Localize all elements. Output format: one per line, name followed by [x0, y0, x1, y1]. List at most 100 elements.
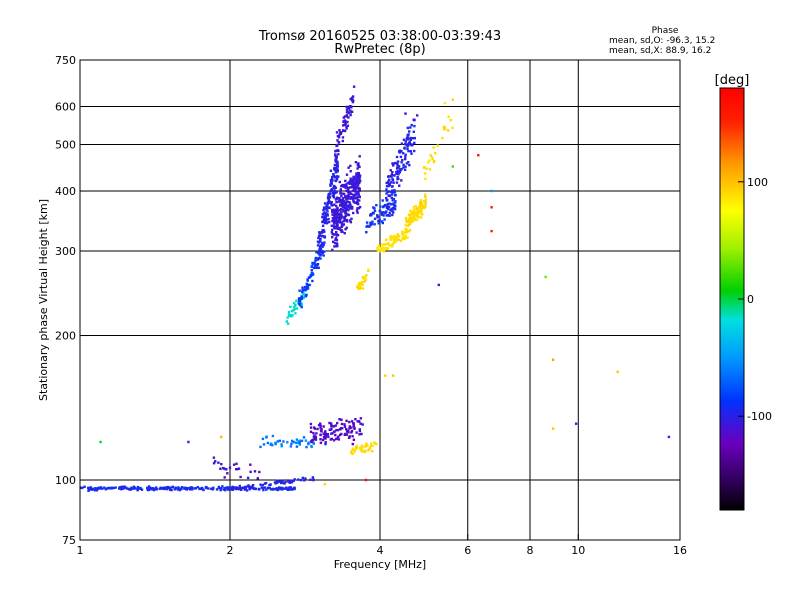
data-point [335, 158, 338, 161]
data-point [370, 222, 374, 225]
data-point [334, 186, 337, 189]
data-point [340, 202, 343, 205]
data-point [403, 146, 406, 149]
data-point [356, 184, 360, 187]
data-point [369, 444, 373, 447]
data-point [350, 426, 353, 429]
data-point [321, 251, 324, 254]
data-point [355, 179, 358, 182]
data-point [331, 432, 334, 435]
data-point [373, 223, 376, 226]
data-point [343, 218, 346, 221]
data-point [304, 295, 308, 298]
data-point [352, 176, 356, 180]
data-point [349, 451, 353, 454]
data-point [424, 172, 427, 175]
data-point [345, 189, 348, 192]
data-point [409, 138, 412, 141]
data-point [347, 436, 351, 439]
data-point [380, 220, 384, 223]
data-point [319, 240, 322, 243]
data-point [205, 485, 208, 489]
data-point [410, 216, 413, 219]
data-point [352, 423, 355, 426]
scatter-points [80, 85, 671, 492]
data-point [323, 221, 326, 224]
data-point [451, 165, 454, 168]
data-point [397, 234, 401, 238]
data-point [396, 164, 399, 167]
data-point [358, 429, 362, 433]
x-tick-label: 8 [527, 544, 534, 557]
data-point [325, 219, 328, 222]
data-point [223, 476, 226, 479]
data-point [342, 220, 345, 223]
data-point [307, 442, 310, 446]
data-point [340, 418, 343, 421]
data-point [424, 195, 427, 199]
data-point [333, 241, 337, 245]
colorbar-tick-label: -100 [747, 410, 772, 423]
data-point [430, 155, 434, 159]
data-point [413, 137, 416, 140]
data-point [340, 199, 343, 202]
data-point [323, 241, 326, 244]
data-point [311, 273, 315, 276]
data-point [392, 197, 396, 201]
data-point [342, 185, 345, 188]
data-point [226, 486, 229, 489]
data-point [314, 259, 317, 263]
data-point [347, 186, 350, 190]
data-point [332, 233, 335, 236]
data-point [355, 431, 358, 434]
data-point [343, 232, 346, 235]
data-point [196, 486, 199, 489]
data-point [350, 207, 354, 210]
data-point [319, 422, 322, 425]
data-point [280, 443, 283, 446]
data-point [332, 187, 335, 190]
data-point [292, 309, 295, 312]
data-point [354, 201, 357, 204]
data-point [332, 425, 336, 428]
data-point [201, 486, 204, 490]
data-point [330, 181, 333, 184]
data-point [358, 174, 362, 177]
data-point [410, 219, 413, 223]
data-point [343, 184, 346, 187]
data-point [271, 488, 274, 491]
data-point [398, 171, 401, 174]
data-point [244, 485, 247, 489]
data-point [363, 280, 366, 283]
data-point [551, 427, 555, 430]
data-point [329, 178, 333, 182]
data-point [331, 216, 335, 220]
data-point [356, 200, 359, 204]
data-point [331, 177, 334, 180]
data-point [180, 486, 184, 489]
data-point [319, 257, 322, 260]
data-point [364, 278, 367, 281]
data-point [351, 435, 354, 438]
data-point [429, 154, 432, 157]
data-point [276, 480, 279, 484]
data-point [490, 229, 493, 233]
data-point [326, 196, 330, 200]
data-point [351, 452, 354, 456]
data-point [385, 248, 389, 251]
data-point [332, 175, 336, 178]
data-point [396, 235, 399, 238]
x-tick-label: 16 [673, 544, 687, 557]
data-point [389, 190, 393, 193]
data-point [240, 488, 243, 491]
data-point [238, 484, 241, 488]
data-point [385, 214, 388, 217]
data-point [395, 172, 398, 175]
data-point [293, 308, 296, 311]
data-point [357, 165, 360, 168]
data-point [306, 287, 310, 290]
data-point [212, 456, 216, 459]
data-point [276, 479, 280, 482]
data-point [290, 479, 293, 482]
data-point [300, 297, 303, 300]
